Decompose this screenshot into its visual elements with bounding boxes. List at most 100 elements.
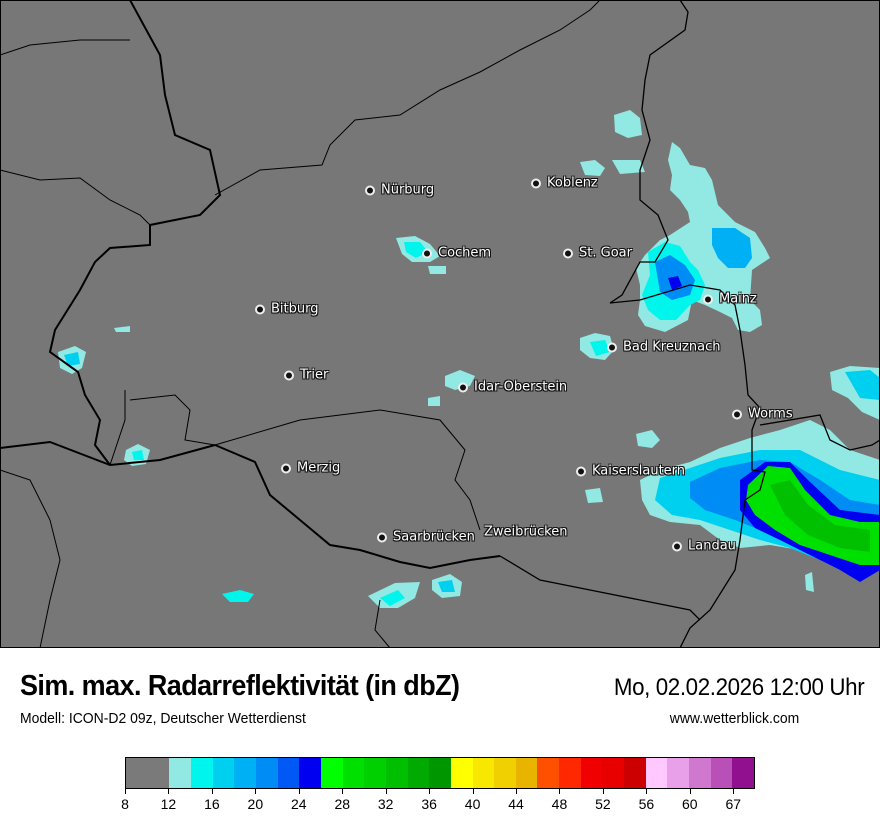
radar-echo — [428, 266, 446, 274]
city-marker: Bad Kreuznach — [607, 340, 721, 355]
legend-tick-label: 48 — [551, 796, 568, 812]
city-label: Idar-Oberstein — [474, 379, 568, 395]
radar-echo — [590, 340, 610, 356]
legend-tick-label: 28 — [334, 796, 351, 812]
color-legend — [125, 757, 755, 789]
city-label: Kaiserslautern — [592, 463, 686, 479]
legend-bin — [364, 758, 386, 788]
city-marker: Idar-Oberstein — [458, 380, 567, 395]
city-marker: Nürburg — [365, 183, 434, 198]
legend-bin — [515, 758, 538, 788]
city-dot-icon — [422, 248, 432, 258]
city-dot-icon — [563, 248, 573, 258]
radar-echo — [580, 160, 605, 176]
legend-bin — [255, 758, 278, 788]
radar-echo — [770, 480, 870, 552]
legend-tick — [429, 789, 431, 794]
city-dot-icon — [576, 466, 586, 476]
city-label: Koblenz — [547, 175, 598, 191]
city-dot-icon — [531, 178, 541, 188]
legend-tick-label: 56 — [638, 796, 655, 812]
city-label: St. Goar — [579, 245, 632, 261]
city-label: Saarbrücken — [393, 529, 475, 545]
legend-tick — [559, 789, 561, 794]
city-dot-icon — [255, 304, 265, 314]
legend-bin — [472, 758, 495, 788]
radar-echo — [114, 326, 130, 332]
valid-datetime: Mo, 02.02.2026 12:00 Uhr — [613, 674, 865, 701]
legend-bin — [537, 758, 560, 788]
legend-tick-label: 20 — [247, 796, 264, 812]
legend-bin — [559, 758, 581, 788]
legend-bin — [450, 758, 473, 788]
legend-tick — [602, 789, 604, 794]
city-marker: Trier — [284, 368, 328, 383]
legend-bin — [342, 758, 365, 788]
legend-tick-label: 32 — [377, 796, 394, 812]
legend-tick-label: 60 — [682, 796, 698, 812]
city-label: Cochem — [438, 245, 492, 261]
legend-bin — [494, 758, 516, 788]
city-label: Trier — [300, 367, 329, 383]
radar-echo — [612, 160, 645, 174]
city-label: Merzig — [297, 460, 341, 476]
city-marker: St. Goar — [563, 246, 632, 261]
country-border — [48, 0, 501, 570]
legend-bin — [710, 758, 733, 788]
city-label: Mainz — [719, 291, 757, 307]
legend-tick — [689, 789, 691, 794]
city-dot-icon — [365, 185, 375, 195]
legend-ticks: 8 12 16 20 24 28 32 36 40 44 48 52 56 60 67 — [121, 789, 755, 819]
radar-echo — [222, 590, 254, 602]
legend-tick-label: 67 — [725, 796, 742, 812]
city-label: Landau — [688, 538, 736, 554]
city-marker: Landau — [672, 539, 736, 554]
city-marker: Worms — [732, 407, 793, 422]
radar-echo — [614, 110, 642, 138]
city-dot-icon — [281, 463, 291, 473]
radar-echo — [585, 488, 603, 503]
legend-bin — [190, 758, 213, 788]
radar-echo — [636, 430, 660, 448]
radar-echo — [380, 590, 405, 606]
website-link[interactable]: www.wetterblick.com — [669, 710, 799, 727]
legend-bin — [689, 758, 711, 788]
legend-bin — [169, 758, 191, 788]
legend-bin — [602, 758, 625, 788]
legend-bin — [299, 758, 321, 788]
legend-tick — [733, 789, 735, 794]
city-label: Nürburg — [381, 182, 435, 198]
legend-tick-label: 12 — [160, 796, 177, 812]
radar-map: Nürburg Koblenz Cochem St. Goar Bitburg Mainz… — [0, 0, 880, 648]
radar-echo — [132, 450, 144, 460]
legend-tick-label: 52 — [595, 796, 611, 812]
city-marker: Merzig — [281, 461, 340, 476]
legend-tick — [211, 789, 213, 794]
legend-bin — [320, 758, 343, 788]
legend-tick — [472, 789, 474, 794]
city-dot-icon — [732, 409, 742, 419]
state-border — [499, 414, 880, 621]
legend-bin — [385, 758, 408, 788]
legend-tick — [516, 789, 518, 794]
legend-bin — [732, 758, 755, 788]
city-marker: Koblenz — [531, 176, 598, 191]
map-title: Sim. max. Radarreflektivität (in dbZ) — [20, 670, 460, 702]
legend-bin — [277, 758, 300, 788]
radar-echo — [845, 370, 880, 400]
city-dot-icon — [607, 342, 617, 352]
legend-tick-label: 16 — [204, 796, 220, 812]
legend-bin — [580, 758, 603, 788]
city-marker: Mainz — [703, 292, 757, 307]
legend-bin — [667, 758, 690, 788]
legend-bin — [407, 758, 430, 788]
legend-bin — [126, 758, 170, 788]
city-dot-icon — [458, 382, 468, 392]
city-label: Zweibrücken — [484, 524, 568, 540]
legend-tick-label: 24 — [290, 796, 307, 812]
borders — [0, 0, 880, 648]
city-label: Bitburg — [271, 301, 319, 317]
legend-tick — [298, 789, 300, 794]
state-border — [0, 469, 391, 648]
legend-bin — [429, 758, 451, 788]
